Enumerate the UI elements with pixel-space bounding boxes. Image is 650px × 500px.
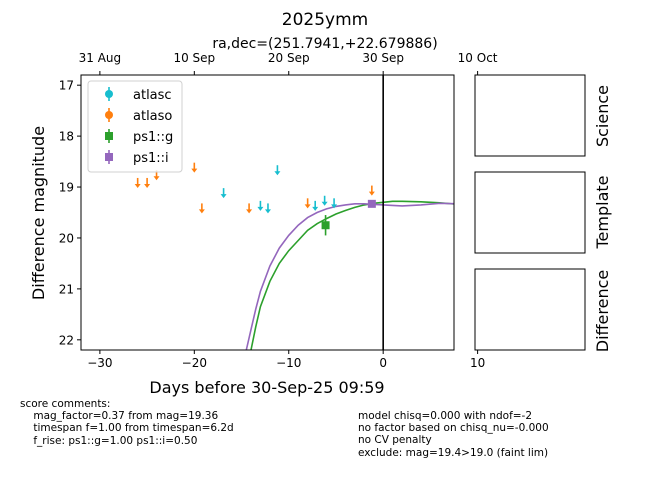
limit-arrowhead: [144, 183, 151, 188]
upper-limit-atlasc: [274, 165, 281, 176]
legend-entry-ps1-i: ps1::i: [105, 150, 169, 166]
x-axis-ticks: −30 −20 −10 0 10: [87, 350, 485, 370]
upper-limit-atlaso: [246, 203, 253, 214]
limit-arrowhead: [246, 209, 253, 214]
upper-limit-atlaso: [368, 185, 375, 196]
x-tick-label: 0: [379, 356, 387, 370]
x-tick-label: −30: [87, 356, 112, 370]
detection-ps1-i: [367, 199, 376, 208]
upper-limit-atlasc: [220, 188, 227, 199]
legend-marker: [105, 153, 113, 161]
y-tick-label: 21: [59, 282, 74, 296]
upper-limit-atlasc: [257, 200, 264, 211]
detection-ps1-g: [321, 215, 330, 236]
legend-entry-ps1-g: ps1::g: [105, 129, 173, 145]
upper-limit-atlaso: [144, 177, 151, 188]
legend-marker: [105, 90, 113, 98]
upper-limit-atlaso: [198, 203, 205, 214]
limit-arrowhead: [274, 171, 281, 176]
legend-label: atlaso: [133, 109, 172, 124]
model-comments: model chisq=0.000 with ndof=-2 no factor…: [358, 410, 549, 459]
chart-title: 2025ymm: [282, 10, 368, 30]
limit-arrowhead: [264, 209, 271, 214]
upper-limit-atlaso: [304, 198, 311, 209]
limit-arrowhead: [368, 191, 375, 196]
x-tick-label: −10: [276, 356, 301, 370]
limit-arrowhead: [304, 204, 311, 209]
difference-panel: [474, 268, 586, 351]
y-axis-ticks: 17 18 19 20 21 22: [59, 79, 81, 347]
y-tick-label: 17: [59, 79, 74, 93]
legend-marker: [105, 111, 113, 119]
square-marker: [367, 199, 376, 208]
x-tick-label: −20: [182, 356, 207, 370]
limit-arrowhead: [153, 176, 160, 181]
upper-limit-atlasc: [264, 203, 271, 214]
template-label: Template: [593, 175, 612, 249]
model-curve-ps1-g: [250, 200, 454, 350]
template-panel: [474, 171, 586, 254]
legend-entry-atlasc: atlasc: [105, 87, 172, 103]
legend-marker: [105, 132, 113, 140]
limit-arrowhead: [191, 168, 198, 173]
legend-entry-atlaso: atlaso: [105, 108, 172, 124]
y-axis-label: Difference magnitude: [29, 126, 48, 300]
top-tick-label: 10 Oct: [458, 51, 498, 65]
limit-arrowhead: [257, 206, 264, 211]
top-tick-label: 20 Sep: [268, 51, 310, 65]
science-panel: [474, 74, 586, 157]
limit-arrowhead: [321, 201, 328, 206]
top-tick-label: 30 Sep: [362, 51, 404, 65]
science-label: Science: [593, 85, 612, 147]
legend-box: [87, 80, 183, 173]
x-tick-label: 10: [470, 356, 485, 370]
legend-label: ps1::g: [133, 130, 173, 145]
model-curve-ps1-i: [245, 202, 454, 350]
top-date-axis: 31 Aug 10 Sep 20 Sep 30 Sep 10 Oct: [79, 51, 498, 75]
upper-limit-atlaso: [191, 162, 198, 173]
plot-frame: [80, 74, 455, 351]
limit-arrowhead: [312, 206, 319, 211]
upper-limit-atlaso: [134, 177, 141, 188]
upper-limit-atlasc: [331, 198, 338, 209]
limit-arrowhead: [220, 194, 227, 199]
data-points: [134, 162, 376, 236]
y-tick-label: 20: [59, 231, 74, 245]
upper-limit-atlasc: [321, 195, 328, 206]
score-comments: score comments: mag_factor=0.37 from mag…: [20, 398, 234, 447]
y-tick-label: 18: [59, 130, 74, 144]
difference-label: Difference: [593, 270, 612, 352]
upper-limit-atlasc: [312, 200, 319, 211]
limit-arrowhead: [134, 183, 141, 188]
image-panels: Science Template Difference: [474, 74, 612, 352]
chart-subtitle: ra,dec=(251.7941,+22.679886): [212, 36, 437, 52]
model-curves: [245, 200, 454, 350]
top-tick-label: 10 Sep: [173, 51, 215, 65]
y-tick-label: 22: [59, 333, 74, 347]
limit-arrowhead: [198, 209, 205, 214]
square-marker: [321, 221, 330, 230]
limit-arrowhead: [331, 204, 338, 209]
legend-label: atlasc: [133, 88, 172, 103]
x-axis-label: Days before 30-Sep-25 09:59: [149, 378, 384, 397]
top-tick-label: 31 Aug: [79, 51, 122, 65]
legend-label: ps1::i: [133, 151, 169, 166]
y-tick-label: 19: [59, 181, 74, 195]
